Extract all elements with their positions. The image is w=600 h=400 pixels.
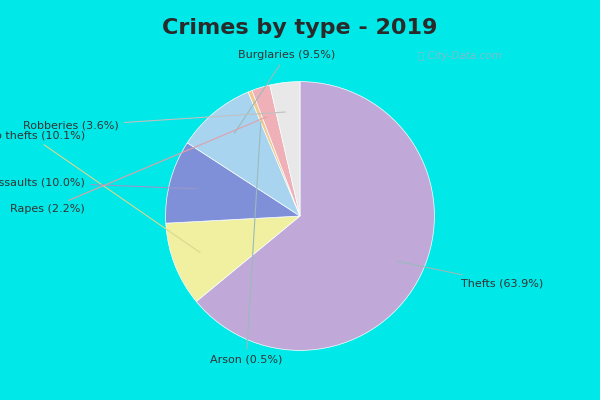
Text: Burglaries (9.5%): Burglaries (9.5%) — [235, 50, 335, 133]
Text: ⓘ City-Data.com: ⓘ City-Data.com — [418, 51, 502, 61]
Wedge shape — [187, 92, 300, 216]
Text: Arson (0.5%): Arson (0.5%) — [210, 122, 283, 365]
Text: Robberies (3.6%): Robberies (3.6%) — [23, 112, 286, 131]
Wedge shape — [166, 216, 300, 302]
Wedge shape — [196, 82, 434, 350]
Wedge shape — [252, 85, 300, 216]
Wedge shape — [166, 143, 300, 223]
Text: Assaults (10.0%): Assaults (10.0%) — [0, 178, 196, 189]
Text: Auto thefts (10.1%): Auto thefts (10.1%) — [0, 130, 200, 252]
Wedge shape — [248, 90, 300, 216]
Text: Crimes by type - 2019: Crimes by type - 2019 — [163, 18, 437, 38]
Wedge shape — [270, 82, 300, 216]
Text: Rapes (2.2%): Rapes (2.2%) — [10, 117, 267, 214]
Text: Thefts (63.9%): Thefts (63.9%) — [398, 261, 544, 288]
